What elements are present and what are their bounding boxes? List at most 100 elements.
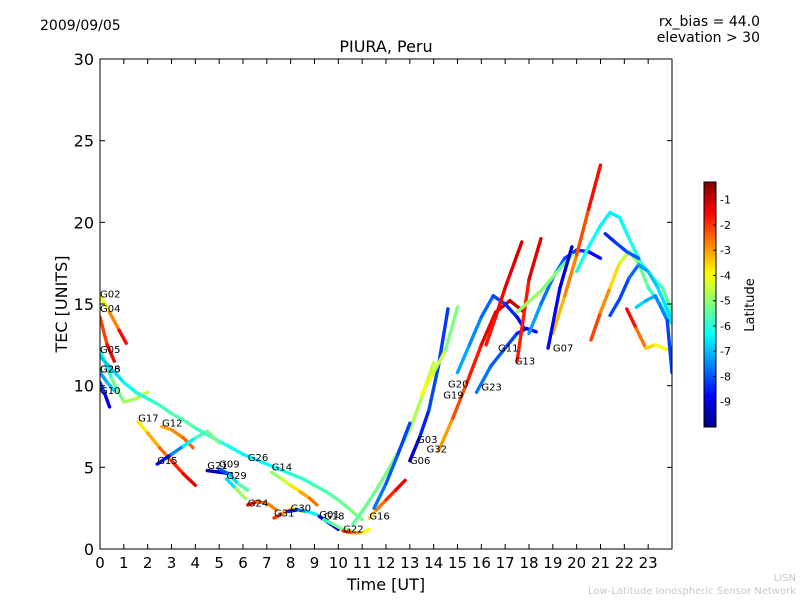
- series-g20: [436, 299, 526, 453]
- series-segment: [539, 269, 560, 293]
- series-segment: [574, 245, 591, 274]
- series-segment: [367, 508, 379, 520]
- x-tick-label: 16: [472, 554, 491, 572]
- y-tick-label: 25: [74, 132, 94, 151]
- colorbar-tick-label: -4: [720, 269, 731, 282]
- series-segment: [229, 446, 245, 456]
- x-tick-label: 23: [639, 554, 658, 572]
- series-segment: [598, 210, 612, 228]
- series-segment: [598, 285, 612, 314]
- series-g28: [100, 370, 117, 393]
- series-segment: [608, 261, 622, 290]
- series-segment: [408, 436, 422, 463]
- series-segment: [300, 477, 317, 487]
- rx-bias-label: rx_bias = 44.0: [658, 14, 760, 30]
- x-tick-label: 1: [119, 554, 129, 572]
- series-segment: [236, 481, 250, 492]
- series-segment: [105, 380, 117, 393]
- series-segment: [465, 343, 484, 385]
- series-segment: [157, 403, 174, 416]
- series-segment: [205, 429, 221, 445]
- series-g14: [269, 470, 319, 507]
- x-tick-label: 5: [214, 554, 224, 572]
- series-segment: [515, 277, 531, 363]
- series-segment: [617, 215, 631, 241]
- series-segment: [288, 472, 305, 481]
- satellite-label: G28: [100, 365, 120, 376]
- series-g22: [341, 527, 372, 535]
- series-segment: [474, 364, 493, 394]
- x-tick-label: 3: [167, 554, 177, 572]
- y-tick-label: 20: [74, 213, 94, 232]
- series-segment: [408, 395, 424, 432]
- series-segment: [100, 380, 107, 396]
- series-segment: [608, 297, 622, 318]
- series-g30: [286, 508, 319, 517]
- series-segment: [451, 380, 469, 421]
- series-segment: [277, 467, 293, 476]
- series-segment: [136, 419, 150, 435]
- x-tick-label: 7: [262, 554, 272, 572]
- satellite-label: G26: [100, 365, 120, 376]
- colorbar-gradient: [703, 181, 717, 428]
- satellite-label: G24: [248, 499, 268, 510]
- series-segment: [134, 390, 150, 401]
- axes: 0 1 2 3 4 5 6 7 8 9 10 11 12 13 14 15 16 17 18 19 20 21 22 2305…: [74, 50, 672, 572]
- colorbar-tick-label: -2: [720, 219, 731, 232]
- series-segment: [613, 240, 629, 254]
- series-segment: [586, 250, 603, 260]
- x-tick-label: 20: [567, 554, 586, 572]
- satellite-label: G12: [162, 419, 182, 430]
- date-label: 2009/09/05: [40, 18, 121, 34]
- series-segment: [617, 276, 631, 301]
- series-segment: [312, 483, 329, 494]
- x-tick-label: 2: [143, 554, 153, 572]
- x-tick-label: 15: [448, 554, 467, 572]
- series-segment: [265, 501, 279, 512]
- satellite-label: G31: [274, 508, 294, 519]
- satellite-label: G22: [343, 525, 363, 536]
- x-tick-label: 17: [496, 554, 515, 572]
- series-segment: [436, 416, 455, 453]
- series-segment: [589, 310, 603, 342]
- series-segment: [479, 310, 498, 347]
- satellite-label: G29: [226, 471, 246, 482]
- series-g24b: [634, 294, 672, 375]
- series-segment: [122, 397, 138, 404]
- series-segment: [491, 294, 507, 306]
- x-tick-label: 18: [519, 554, 538, 572]
- series-segment: [625, 307, 638, 331]
- series-g03: [372, 421, 412, 510]
- series-segment: [157, 446, 174, 463]
- series-segment: [169, 459, 186, 476]
- colorbar-tick-label: -5: [720, 295, 731, 308]
- series-segment: [493, 285, 507, 319]
- series-segment: [558, 245, 574, 290]
- series-segment: [122, 380, 138, 394]
- series-segment: [372, 481, 388, 510]
- colorbar-tick-label: -7: [720, 345, 731, 358]
- series-segment: [508, 299, 526, 314]
- receiver-meta: rx_bias = 44.0 elevation > 30: [657, 14, 760, 46]
- series-segment: [634, 326, 648, 350]
- series-segment: [443, 305, 460, 352]
- satellite-label: G10: [100, 386, 120, 397]
- series-segment: [205, 468, 221, 474]
- series-segment: [393, 478, 407, 492]
- series-segment: [234, 486, 248, 501]
- colorbar-tick-label: -8: [720, 370, 731, 383]
- series-segment: [348, 508, 364, 522]
- series-g04: [100, 315, 117, 363]
- series-segment: [105, 343, 117, 363]
- x-tick-label: 13: [400, 554, 419, 572]
- series-g26: [100, 354, 364, 522]
- series-segment: [646, 269, 660, 290]
- series-segment: [546, 285, 562, 350]
- chart-title: PIURA, Peru: [339, 37, 432, 56]
- y-tick-label: 15: [74, 295, 94, 314]
- series-segment: [217, 467, 231, 476]
- series-g32: [408, 307, 450, 463]
- series-segment: [660, 285, 672, 314]
- series-segment: [288, 483, 302, 494]
